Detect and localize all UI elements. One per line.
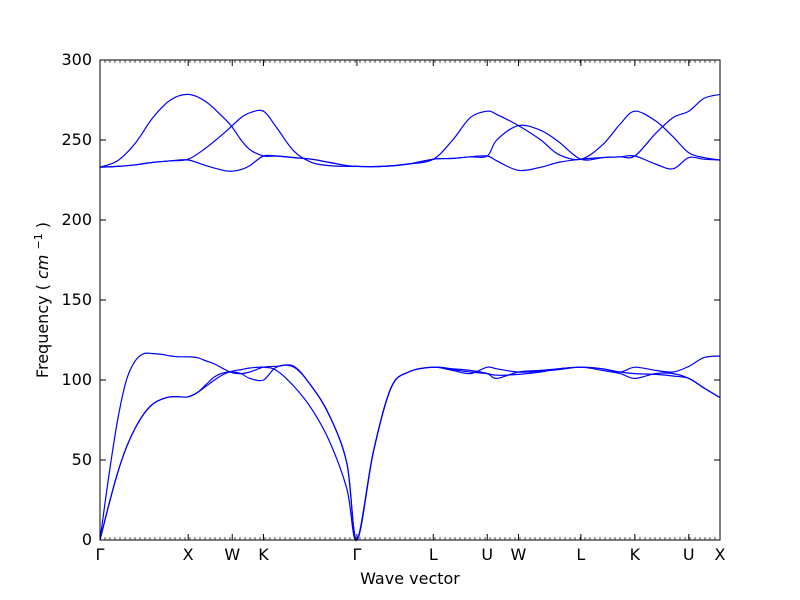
x-tick-label: X <box>183 545 194 564</box>
x-tick-label: W <box>511 545 527 564</box>
y-tick-label: 100 <box>61 370 92 389</box>
y-tick-label: 150 <box>61 290 92 309</box>
x-tick-label: U <box>481 545 493 564</box>
band-line-3 <box>99 352 721 541</box>
y-axis-label-exponent: −1 <box>32 233 45 249</box>
y-axis-ticks: 0 50 100 150 200 250 300 <box>61 50 720 549</box>
x-tick-label: W <box>224 545 240 564</box>
x-tick-label: L <box>429 545 438 564</box>
band-line-6 <box>99 93 721 168</box>
x-tick-label: Γ <box>352 545 361 564</box>
series-lines <box>99 93 721 542</box>
x-tick-label: K <box>258 545 269 564</box>
x-tick-label: L <box>576 545 585 564</box>
x-tick-label: U <box>683 545 695 564</box>
y-tick-label: 250 <box>61 130 92 149</box>
x-tick-label: X <box>715 545 726 564</box>
y-axis-label: Frequency ( cm −1 ) <box>27 222 52 378</box>
y-tick-label: 50 <box>72 450 92 469</box>
y-axis-label-open: ( <box>33 284 52 290</box>
band-line-5 <box>99 109 721 168</box>
band-line-1 <box>99 366 721 542</box>
y-axis-label-text: Frequency <box>33 295 52 378</box>
y-tick-label: 200 <box>61 210 92 229</box>
x-tick-label: K <box>630 545 641 564</box>
y-tick-label: 300 <box>61 50 92 69</box>
plot-frame <box>99 59 721 541</box>
y-tick-label: 0 <box>82 530 92 549</box>
x-minor-ticks <box>104 60 716 540</box>
x-axis-label: Wave vector <box>360 569 460 588</box>
band-line-2 <box>99 364 721 541</box>
y-axis-label-unit: cm <box>33 255 52 279</box>
y-axis-label-close: ) <box>33 222 52 228</box>
x-tick-label: Γ <box>96 545 105 564</box>
